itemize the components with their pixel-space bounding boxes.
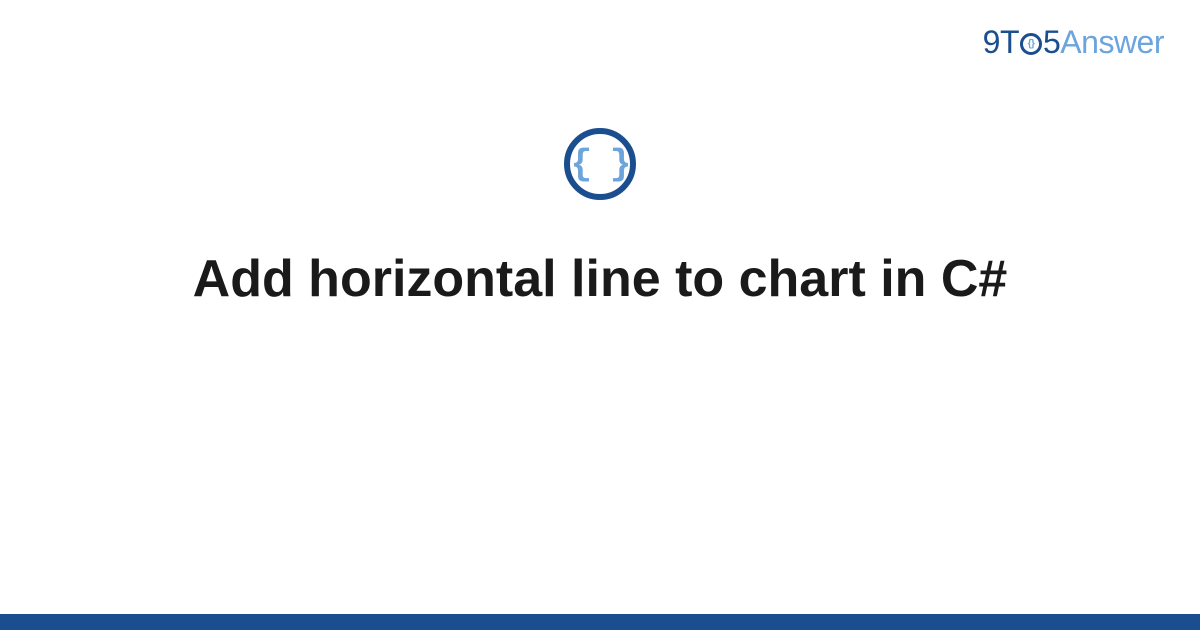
code-braces-icon: { } [571,144,630,185]
main-content: { } Add horizontal line to chart in C# [0,128,1200,310]
site-logo: 9T 5Answer [983,24,1164,61]
logo-part-5: 5 [1043,24,1060,60]
category-code-icon: { } [564,128,636,200]
logo-part-9t: 9T [983,24,1019,60]
bottom-accent-bar [0,614,1200,630]
logo-part-answer: Answer [1060,24,1164,60]
logo-o-icon [1019,31,1043,53]
page-title: Add horizontal line to chart in C# [153,248,1048,310]
